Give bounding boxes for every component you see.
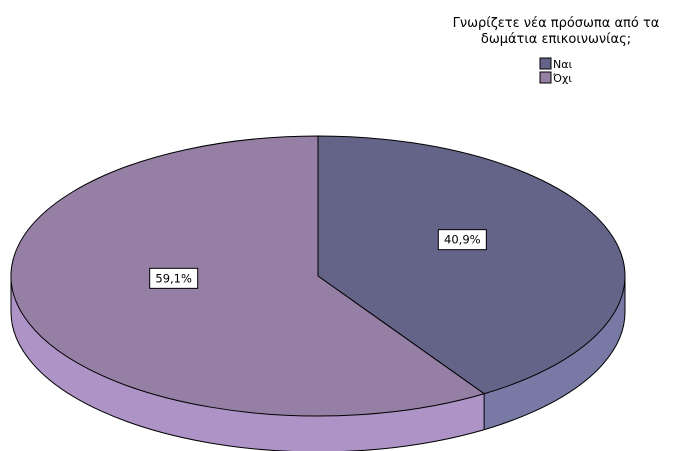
pie-rim-outline bbox=[10, 276, 626, 451]
pie-labels: 40,9% 59,1% bbox=[149, 229, 487, 289]
pie-slice-όχι bbox=[10, 135, 486, 417]
legend-label-όχι: Όχι bbox=[552, 72, 572, 85]
data-label-text-όχι: 59,1% bbox=[155, 271, 192, 285]
pie-tops bbox=[10, 135, 626, 417]
legend-swatch-όχι bbox=[539, 71, 552, 84]
pie-slice-ναι bbox=[317, 135, 626, 395]
data-label-όχι: 59,1% bbox=[149, 267, 199, 289]
legend-title-line-2: δωμάτια επικοινωνίας; bbox=[481, 32, 631, 47]
data-label-box-όχι bbox=[149, 267, 199, 289]
pie-sides bbox=[10, 276, 626, 451]
legend: Γνωρίζετε νέα πρόσωπα από τα δωμάτια επι… bbox=[453, 16, 660, 85]
data-label-text-ναι: 40,9% bbox=[444, 233, 481, 247]
pie-side-ναι bbox=[484, 276, 625, 430]
legend-title-line-1: Γνωρίζετε νέα πρόσωπα από τα bbox=[453, 16, 660, 31]
data-label-ναι: 40,9% bbox=[437, 229, 487, 251]
legend-swatch-ναι bbox=[539, 57, 552, 70]
pie-side-όχι bbox=[11, 276, 485, 451]
data-label-box-ναι bbox=[437, 229, 487, 251]
legend-label-ναι: Ναι bbox=[553, 58, 572, 71]
